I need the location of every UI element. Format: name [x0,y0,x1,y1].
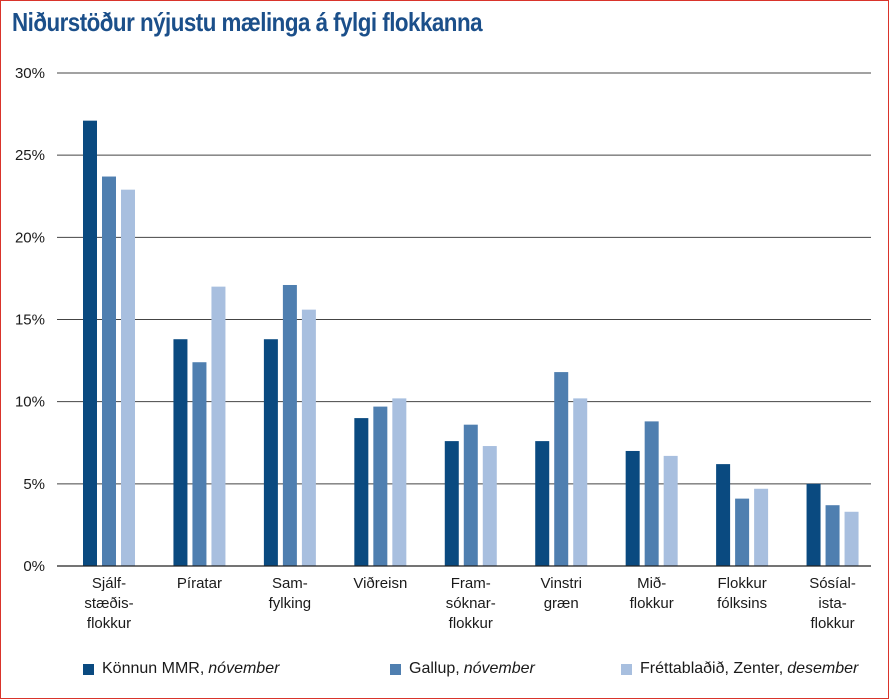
legend-label-zenter-month: desember [787,660,859,677]
bar [373,406,388,566]
bar [806,483,821,566]
x-category-label: Píratar [177,575,222,592]
x-category-label-line: ista- [818,595,846,612]
bar [735,498,750,566]
y-tick-label: 30% [15,65,45,82]
x-category-label-line: fólksins [717,595,767,612]
x-category-label: Fram-sóknar-flokkur [446,575,496,632]
x-category-label: Sósíal-ista-flokkur [809,575,856,632]
legend-label-zenter: Fréttablaðið, Zenter, [640,660,784,677]
bar [754,488,769,566]
bar [554,372,569,566]
bar [192,362,207,566]
x-category-label: Viðreisn [353,575,407,592]
legend-item-zenter: Fréttablaðið, Zenter, desember [621,660,858,678]
bar [573,398,588,566]
bar [83,120,97,566]
bar [463,424,478,566]
legend-item-mmr: Könnun MMR, nóvember [83,660,279,678]
bar [392,398,407,566]
bar [263,339,278,566]
x-category-label-line: Flokkur [718,575,767,592]
legend-swatch-gallup [390,663,401,675]
x-category-label-line: Sam- [272,575,308,592]
bar [716,464,731,566]
legend-item-gallup: Gallup, nóvember [390,660,535,678]
x-category-label-line: fylking [269,595,312,612]
x-category-label-line: stæðis- [84,595,133,612]
bar [644,421,659,566]
legend-label-mmr-month: nóvember [208,660,280,677]
x-category-label: Flokkur fólksins [717,575,767,612]
x-category-label-line: flokkur [810,615,854,632]
x-category-label-line: Fram- [451,575,491,592]
y-tick-label: 0% [23,558,45,575]
x-category-label: Vinstri græn [541,575,582,612]
y-tick-label: 10% [15,394,45,411]
x-category-label-line: Sjálf- [92,575,126,592]
bar [825,505,840,566]
bar [482,446,497,566]
legend-label-mmr: Könnun MMR, [102,660,205,677]
x-category-label: Sjálf-stæðis-flokkur [84,575,133,632]
x-category-label-line: flokkur [449,615,493,632]
chart-title: Niðurstöður nýjustu mælinga á fylgi flok… [12,7,483,37]
bar [121,189,135,566]
bar [211,286,226,566]
x-category-label: Mið-flokkur [630,575,674,612]
x-category-label-line: Viðreisn [353,575,407,592]
bar [625,450,640,566]
x-category-label-line: flokkur [630,595,674,612]
x-category-label-line: græn [544,595,579,612]
bar [844,511,859,566]
x-category-label-line: flokkur [87,615,131,632]
legend-label-gallup: Gallup, [409,660,460,677]
y-tick-label: 25% [15,147,45,164]
bar-chart: 0% 5% 10% 15% 20% 25% 30% Sjálf-stæðis-flokkur P… [15,65,871,632]
x-category-label-line: Sósíal- [809,575,856,592]
x-category-label-line: Mið- [637,575,666,592]
legend-swatch-mmr [83,663,94,675]
legend: Könnun MMR, nóvember Gallup, nóvember Fr… [0,660,889,686]
bar [173,339,188,566]
x-category-label: Sam-fylking [269,575,312,612]
bar [301,309,316,566]
x-category-label-line: Vinstri [541,575,582,592]
y-tick-label: 15% [15,312,45,329]
x-category-label-line: Píratar [177,575,222,592]
bar [102,176,116,566]
legend-label-gallup-month: nóvember [463,660,535,677]
bar [354,418,369,566]
x-category-label-line: sóknar- [446,595,496,612]
bar [663,455,678,566]
bar [444,441,459,566]
y-tick-label: 20% [15,229,45,246]
bar [282,284,297,566]
y-tick-label: 5% [23,476,45,493]
bar [535,441,550,566]
legend-swatch-zenter [621,663,632,675]
